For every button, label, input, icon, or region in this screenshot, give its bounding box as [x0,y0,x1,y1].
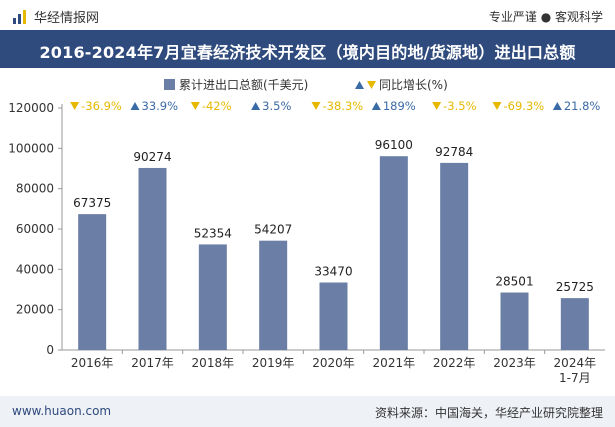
bar-chart: 累计进出口总额(千美元) 同比增长(%) -36.9% 33.9% -42% 3.5% -… [8,78,605,385]
bar [319,282,348,350]
title-bar: 2016-2024年7月宜春经济技术开发区（境内目的地/货源地）进出口总额 [0,30,615,68]
y-tick-label: 40000 [16,262,54,276]
x-axis: 2016年 2017年 2018年 2019年 2020年 2021年 2022年 2023年… [71,350,596,385]
footer: www.huaon.com 资料来源：中国海关，华经产业研究院整理 [0,396,615,427]
y-axis: 0 20000 40000 60000 80000 100000 120000 [8,101,605,357]
legend-up-icon [355,81,364,89]
growth-down-icon [70,102,80,110]
bar-value-label: 96100 [375,138,413,152]
chart-title: 2016-2024年7月宜春经济技术开发区（境内目的地/货源地）进出口总额 [39,43,576,62]
growth-label: 33.9% [142,99,179,113]
bar [379,156,408,350]
x-tick-label: 2017年 [131,356,174,370]
bar [500,292,529,350]
growth-label: -42% [202,99,232,113]
x-tick-label: 2018年 [192,356,235,370]
growth-label: -38.3% [323,99,364,113]
legend-down-icon [367,81,376,89]
growth-label: 21.8% [564,99,601,113]
growth-labels: -36.9% 33.9% -42% 3.5% -38.3% 189% -3.5% -69.3%… [70,99,600,113]
footer-source: 资料来源：中国海关，华经产业研究院整理 [374,406,603,420]
y-tick-label: 100000 [8,141,54,155]
growth-down-icon [311,102,321,110]
growth-label: -36.9% [81,99,122,113]
x-tick-label: 1-7月 [559,371,591,385]
growth-label: -3.5% [443,99,476,113]
growth-down-icon [492,102,502,110]
x-tick-label: 2023年 [493,356,536,370]
legend-bar-swatch [164,79,175,90]
bar-value-label: 92784 [435,145,473,159]
x-tick-label: 2024年 [554,356,597,370]
growth-down-icon [190,102,200,110]
bars: 67375 90274 52354 54207 33470 96100 92784 28501… [73,138,594,350]
brand-logo-icon [13,9,26,24]
x-tick-label: 2021年 [373,356,416,370]
legend: 累计进出口总额(千美元) 同比增长(%) [164,78,448,92]
legend-bar-label: 累计进出口总额(千美元) [179,78,308,92]
y-tick-label: 60000 [16,222,54,236]
bar [560,298,589,350]
x-tick-label: 2019年 [252,356,295,370]
growth-up-icon [552,102,562,110]
tagline: 专业严谨 ● 客观科学 [488,10,603,24]
brand-name: 华经情报网 [34,11,100,26]
growth-label: 3.5% [262,99,291,113]
brand: 华经情报网 [12,7,99,26]
x-tick-label: 2022年 [433,356,476,370]
y-tick-label: 0 [46,343,54,357]
y-tick-label: 120000 [8,101,54,115]
bar-value-label: 25725 [556,280,594,294]
bar-value-label: 33470 [314,265,352,279]
footer-url[interactable]: www.huaon.com [12,404,112,418]
y-tick-label: 80000 [16,182,54,196]
growth-label: -69.3% [504,99,545,113]
growth-down-icon [432,102,442,110]
growth-up-icon [130,102,140,110]
growth-up-icon [371,102,381,110]
bar-value-label: 52354 [194,226,232,240]
bar [440,162,469,350]
legend-growth-label: 同比增长(%) [379,78,448,92]
bar [198,244,227,350]
top-bar: 华经情报网 专业严谨 ● 客观科学 [0,0,615,30]
bar-value-label: 54207 [254,223,292,237]
x-tick-label: 2020年 [312,356,355,370]
bar-value-label: 90274 [133,150,171,164]
growth-up-icon [251,102,261,110]
y-tick-label: 20000 [16,303,54,317]
bar [138,167,167,350]
growth-label: 189% [383,99,416,113]
x-tick-label: 2016年 [71,356,114,370]
bar-value-label: 28501 [495,275,533,289]
bar [259,240,288,350]
bar-value-label: 67375 [73,196,111,210]
bar [78,214,107,350]
